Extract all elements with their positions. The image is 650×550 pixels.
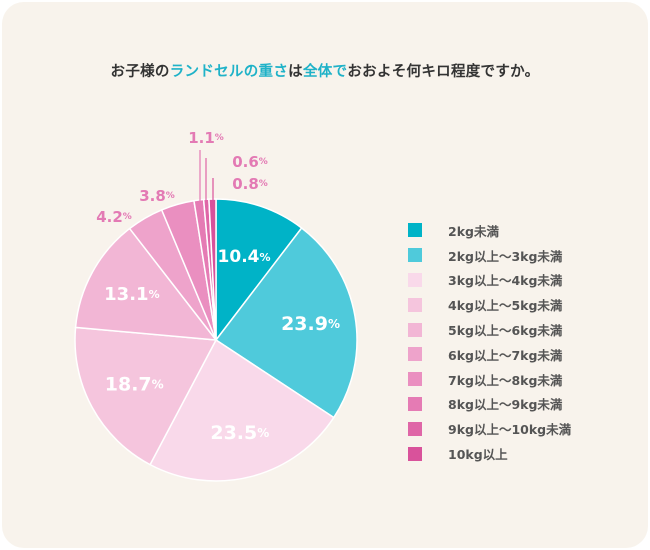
legend-item: 6kg以上〜7kg未満 — [408, 342, 571, 367]
slice-value-label: 1.1% — [188, 129, 224, 147]
legend-label: 4kg以上〜5kg未満 — [448, 298, 563, 314]
slice-value-label: 3.8% — [139, 187, 175, 205]
title-part-3: おおよそ何キロ程度ですか。 — [347, 64, 540, 80]
legend-swatch — [408, 372, 422, 387]
legend-swatch — [408, 223, 422, 238]
legend-swatch — [408, 322, 422, 337]
slice-value-label: 0.6% — [232, 153, 268, 171]
title-highlight-2: 全体で — [302, 64, 348, 80]
legend-swatch — [408, 248, 422, 263]
slice-value-label: 18.7% — [105, 373, 164, 395]
legend-item: 3kg以上〜4kg未満 — [408, 268, 571, 293]
legend-item: 2kg未満 — [408, 218, 571, 243]
legend-swatch — [408, 272, 422, 287]
legend-item: 8kg以上〜9kg未満 — [408, 392, 571, 417]
legend-item: 7kg以上〜8kg未満 — [408, 367, 571, 392]
legend-label: 3kg以上〜4kg未満 — [448, 273, 563, 289]
legend-swatch — [408, 297, 422, 312]
pie-slice — [74, 227, 218, 341]
legend-swatch — [408, 421, 422, 436]
slice-value-label: 10.4% — [218, 247, 271, 267]
legend-item: 10kg以上 — [408, 441, 571, 466]
slice-value-label: 13.1% — [104, 283, 159, 304]
legend-item: 9kg以上〜10kg未満 — [408, 416, 571, 441]
legend-swatch — [408, 396, 422, 411]
pie-slice — [215, 198, 303, 343]
slice-value-label: 23.5% — [210, 422, 269, 444]
legend-item: 2kg以上〜3kg未満 — [408, 243, 571, 268]
legend-label: 7kg以上〜8kg未満 — [448, 372, 563, 388]
legend-label: 2kg未満 — [448, 223, 499, 239]
legend-item: 5kg以上〜6kg未満 — [408, 317, 571, 342]
slice-value-label: 0.8% — [232, 175, 268, 193]
legend-label: 6kg以上〜7kg未満 — [448, 347, 563, 363]
legend-item: 4kg以上〜5kg未満 — [408, 292, 571, 317]
legend-label: 9kg以上〜10kg未満 — [448, 422, 572, 438]
pie-slice — [74, 326, 218, 466]
pie-slice — [214, 226, 358, 419]
legend-swatch — [408, 446, 422, 461]
legend-label: 2kg以上〜3kg未満 — [448, 248, 563, 264]
title-highlight-1: ランドセルの重さ — [169, 64, 289, 80]
slice-value-label: 4.2% — [96, 208, 132, 226]
chart-title: お子様のランドセルの重さは全体でおおよそ何キロ程度ですか。 — [0, 60, 650, 81]
pie-slice — [149, 338, 335, 482]
title-part-2: は — [288, 64, 303, 80]
legend-label: 8kg以上〜9kg未満 — [448, 397, 563, 413]
legend-swatch — [408, 347, 422, 362]
legend: 2kg未満 2kg以上〜3kg未満 3kg以上〜4kg未満 4kg以上〜5kg未満 5k… — [408, 218, 571, 466]
slice-value-label: 23.9% — [281, 313, 340, 335]
legend-label: 10kg以上 — [448, 447, 508, 463]
legend-label: 5kg以上〜6kg未満 — [448, 323, 563, 339]
title-part-1: お子様の — [110, 64, 170, 80]
